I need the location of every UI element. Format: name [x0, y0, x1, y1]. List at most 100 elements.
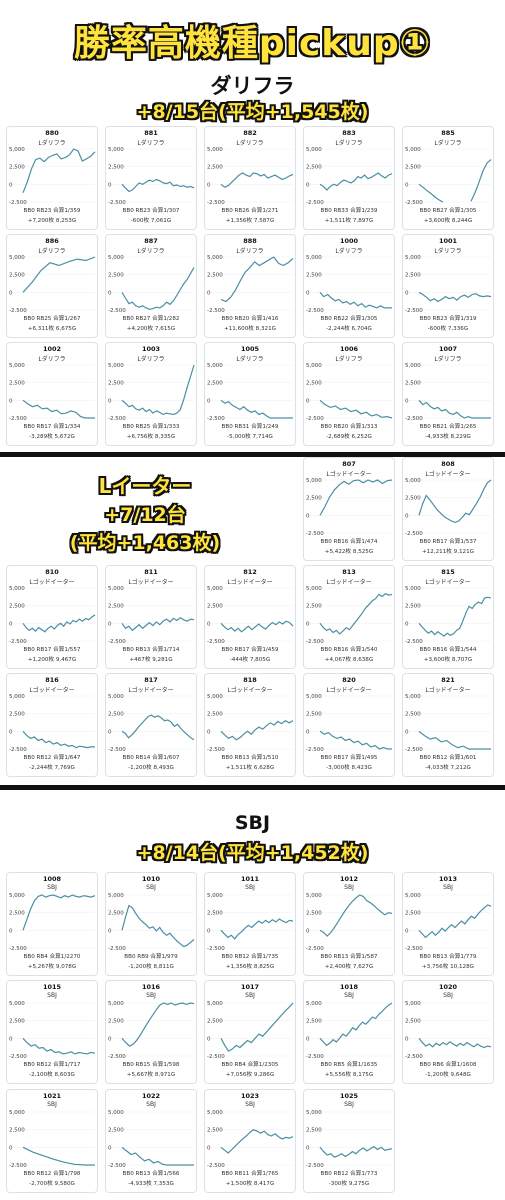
chart-card: 881 Lダリフラ 5,000 2,500 0 -2,500 BB0 RB23 合算1/30… — [105, 126, 197, 230]
data-series-line — [220, 719, 294, 741]
line-chart: 5,000 2,500 0 -2,500 — [405, 478, 492, 535]
chart-model-label: Lゴッドイーター — [128, 579, 174, 586]
y-tick-label: 5,000 — [207, 586, 223, 592]
y-tick-label: 5,000 — [207, 1110, 223, 1116]
y-tick-label: 5,000 — [207, 147, 223, 153]
chart-stats: BB0 RB12 合算1/717 — [23, 1062, 81, 1068]
chart-stats: BB0 RB26 合算1/271 — [221, 208, 279, 214]
chart-model-label: Lダリフラ — [137, 356, 165, 363]
chart-title: 807 — [342, 460, 356, 468]
line-chart: 5,000 2,500 0 -2,500 — [108, 147, 195, 204]
chart-result: +5,556枚 8,175G — [324, 1072, 374, 1078]
chart-result: +6,311枚 6,675G — [27, 326, 77, 332]
y-tick-label: -2,500 — [108, 308, 126, 312]
chart-result: +7,200枚 8,253G — [27, 218, 77, 224]
chart-model-label: SBJ — [146, 992, 156, 999]
y-tick-label: 0 — [9, 1145, 13, 1151]
y-tick-label: 2,500 — [108, 1128, 124, 1134]
y-tick-label: 2,500 — [9, 604, 25, 610]
chart-model-label: Lゴッドイーター — [425, 471, 471, 478]
data-series-line — [22, 256, 96, 293]
data-series-line — [319, 894, 393, 937]
chart-stats: BB0 RB17 合算1/557 — [23, 647, 81, 653]
chart-stats: BB0 RB16 合算1/544 — [419, 647, 477, 653]
y-tick-label: 2,500 — [405, 273, 421, 279]
y-tick-label: -2,500 — [306, 747, 324, 751]
chart-result: +1,500枚 8,417G — [225, 1181, 275, 1187]
chart-card: 1011 SBJ 5,000 2,500 0 -2,500 BB0 RB12 合算1/735… — [204, 872, 296, 976]
line-chart: 5,000 2,500 0 -2,500 — [306, 694, 392, 751]
chart-stats: BB0 RB17 合算1/495 — [320, 755, 378, 761]
chart-model-label: Lダリフラ — [335, 140, 363, 147]
section-divider — [0, 452, 505, 457]
y-tick-label: -2,500 — [405, 200, 423, 204]
data-series-line — [121, 714, 195, 741]
chart-card: 817 Lゴッドイーター 5,000 2,500 0 -2,500 BB0 RB14 合算1… — [105, 673, 197, 777]
y-tick-label: 2,500 — [306, 712, 322, 718]
y-tick-label: -2,500 — [405, 416, 423, 420]
chart-result: +1,511枚 6,628G — [225, 765, 275, 771]
y-tick-label: 2,500 — [405, 381, 421, 387]
data-series-line — [319, 172, 393, 191]
chart-card: 807 Lゴッドイーター 5,000 2,500 0 -2,500 BB0 RB16 合算1… — [303, 457, 395, 561]
y-tick-label: 0 — [405, 182, 409, 188]
data-series-line — [220, 918, 294, 940]
chart-card: 1020 SBJ 5,000 2,500 0 -2,500 BB0 RB6 合算1/1608… — [402, 980, 494, 1084]
chart-result: +5,422枚 8,525G — [324, 549, 374, 555]
chart-card: 821 Lゴッドイーター 5,000 2,500 0 -2,500 BB0 RB12 合算1… — [402, 673, 494, 777]
chart-result: -1,200枚 8,811G — [128, 964, 174, 970]
y-tick-label: -2,500 — [207, 946, 225, 950]
chart-model-label: Lゴッドイーター — [29, 687, 75, 694]
y-tick-label: 5,000 — [207, 694, 223, 700]
page-title: 勝率高機種pickup① — [73, 23, 432, 64]
chart-model-label: SBJ — [47, 992, 57, 999]
line-chart: 5,000 2,500 0 -2,500 — [405, 893, 492, 950]
line-chart: 5,000 2,500 0 -2,500 — [405, 147, 492, 204]
y-tick-label: 0 — [108, 729, 112, 735]
y-tick-label: 2,500 — [9, 712, 25, 718]
y-tick-label: 2,500 — [108, 712, 124, 718]
data-series-line — [220, 1002, 294, 1052]
data-series-line — [418, 159, 492, 203]
y-tick-label: 5,000 — [405, 363, 421, 369]
line-chart: 5,000 2,500 0 -2,500 — [9, 586, 96, 643]
y-tick-label: 2,500 — [108, 911, 124, 917]
data-series-line — [22, 1037, 96, 1055]
y-tick-label: 5,000 — [207, 893, 223, 899]
chart-title: 1013 — [438, 875, 458, 883]
y-tick-label: -2,500 — [306, 531, 324, 535]
data-series-line — [220, 1129, 294, 1154]
y-tick-label: 2,500 — [207, 273, 223, 279]
chart-title: 1022 — [141, 1092, 161, 1100]
y-tick-label: 2,500 — [306, 1019, 322, 1025]
chart-stats: BB0 RB11 合算1/765 — [221, 1171, 279, 1177]
chart-model-label: Lダリフラ — [335, 356, 363, 363]
chart-title: 881 — [144, 129, 158, 137]
y-tick-label: 0 — [108, 290, 112, 296]
y-tick-label: 0 — [207, 1145, 211, 1151]
chart-card: 883 Lダリフラ 5,000 2,500 0 -2,500 BB0 RB33 合算1/23… — [303, 126, 395, 230]
y-tick-label: 5,000 — [9, 147, 25, 153]
y-tick-label: 2,500 — [405, 604, 421, 610]
y-tick-label: -2,500 — [306, 416, 324, 420]
y-tick-label: 5,000 — [405, 893, 421, 899]
section-name-sbj: SBJ — [234, 812, 271, 834]
chart-title: 1020 — [438, 983, 458, 991]
y-tick-label: -2,500 — [108, 946, 126, 950]
line-chart: 5,000 2,500 0 -2,500 — [108, 893, 195, 950]
chart-model-label: Lゴッドイーター — [29, 579, 75, 586]
chart-stats: BB0 RB21 合算1/265 — [419, 424, 477, 430]
y-tick-label: 0 — [306, 290, 310, 296]
chart-title: 886 — [45, 237, 59, 245]
y-tick-label: 0 — [207, 398, 211, 404]
chart-title: 880 — [45, 129, 59, 137]
chart-result: -2,689枚 6,252G — [326, 434, 372, 440]
y-tick-label: 2,500 — [306, 496, 322, 502]
y-tick-label: 2,500 — [9, 381, 25, 387]
y-tick-label: 2,500 — [405, 496, 421, 502]
y-tick-label: 2,500 — [108, 273, 124, 279]
y-tick-label: -2,500 — [207, 308, 225, 312]
line-chart: 5,000 2,500 0 -2,500 — [108, 694, 195, 751]
chart-result: -600枚 7,336G — [427, 326, 469, 332]
chart-card: 1005 Lダリフラ 5,000 2,500 0 -2,500 BB0 RB31 合算1/2… — [204, 342, 296, 446]
